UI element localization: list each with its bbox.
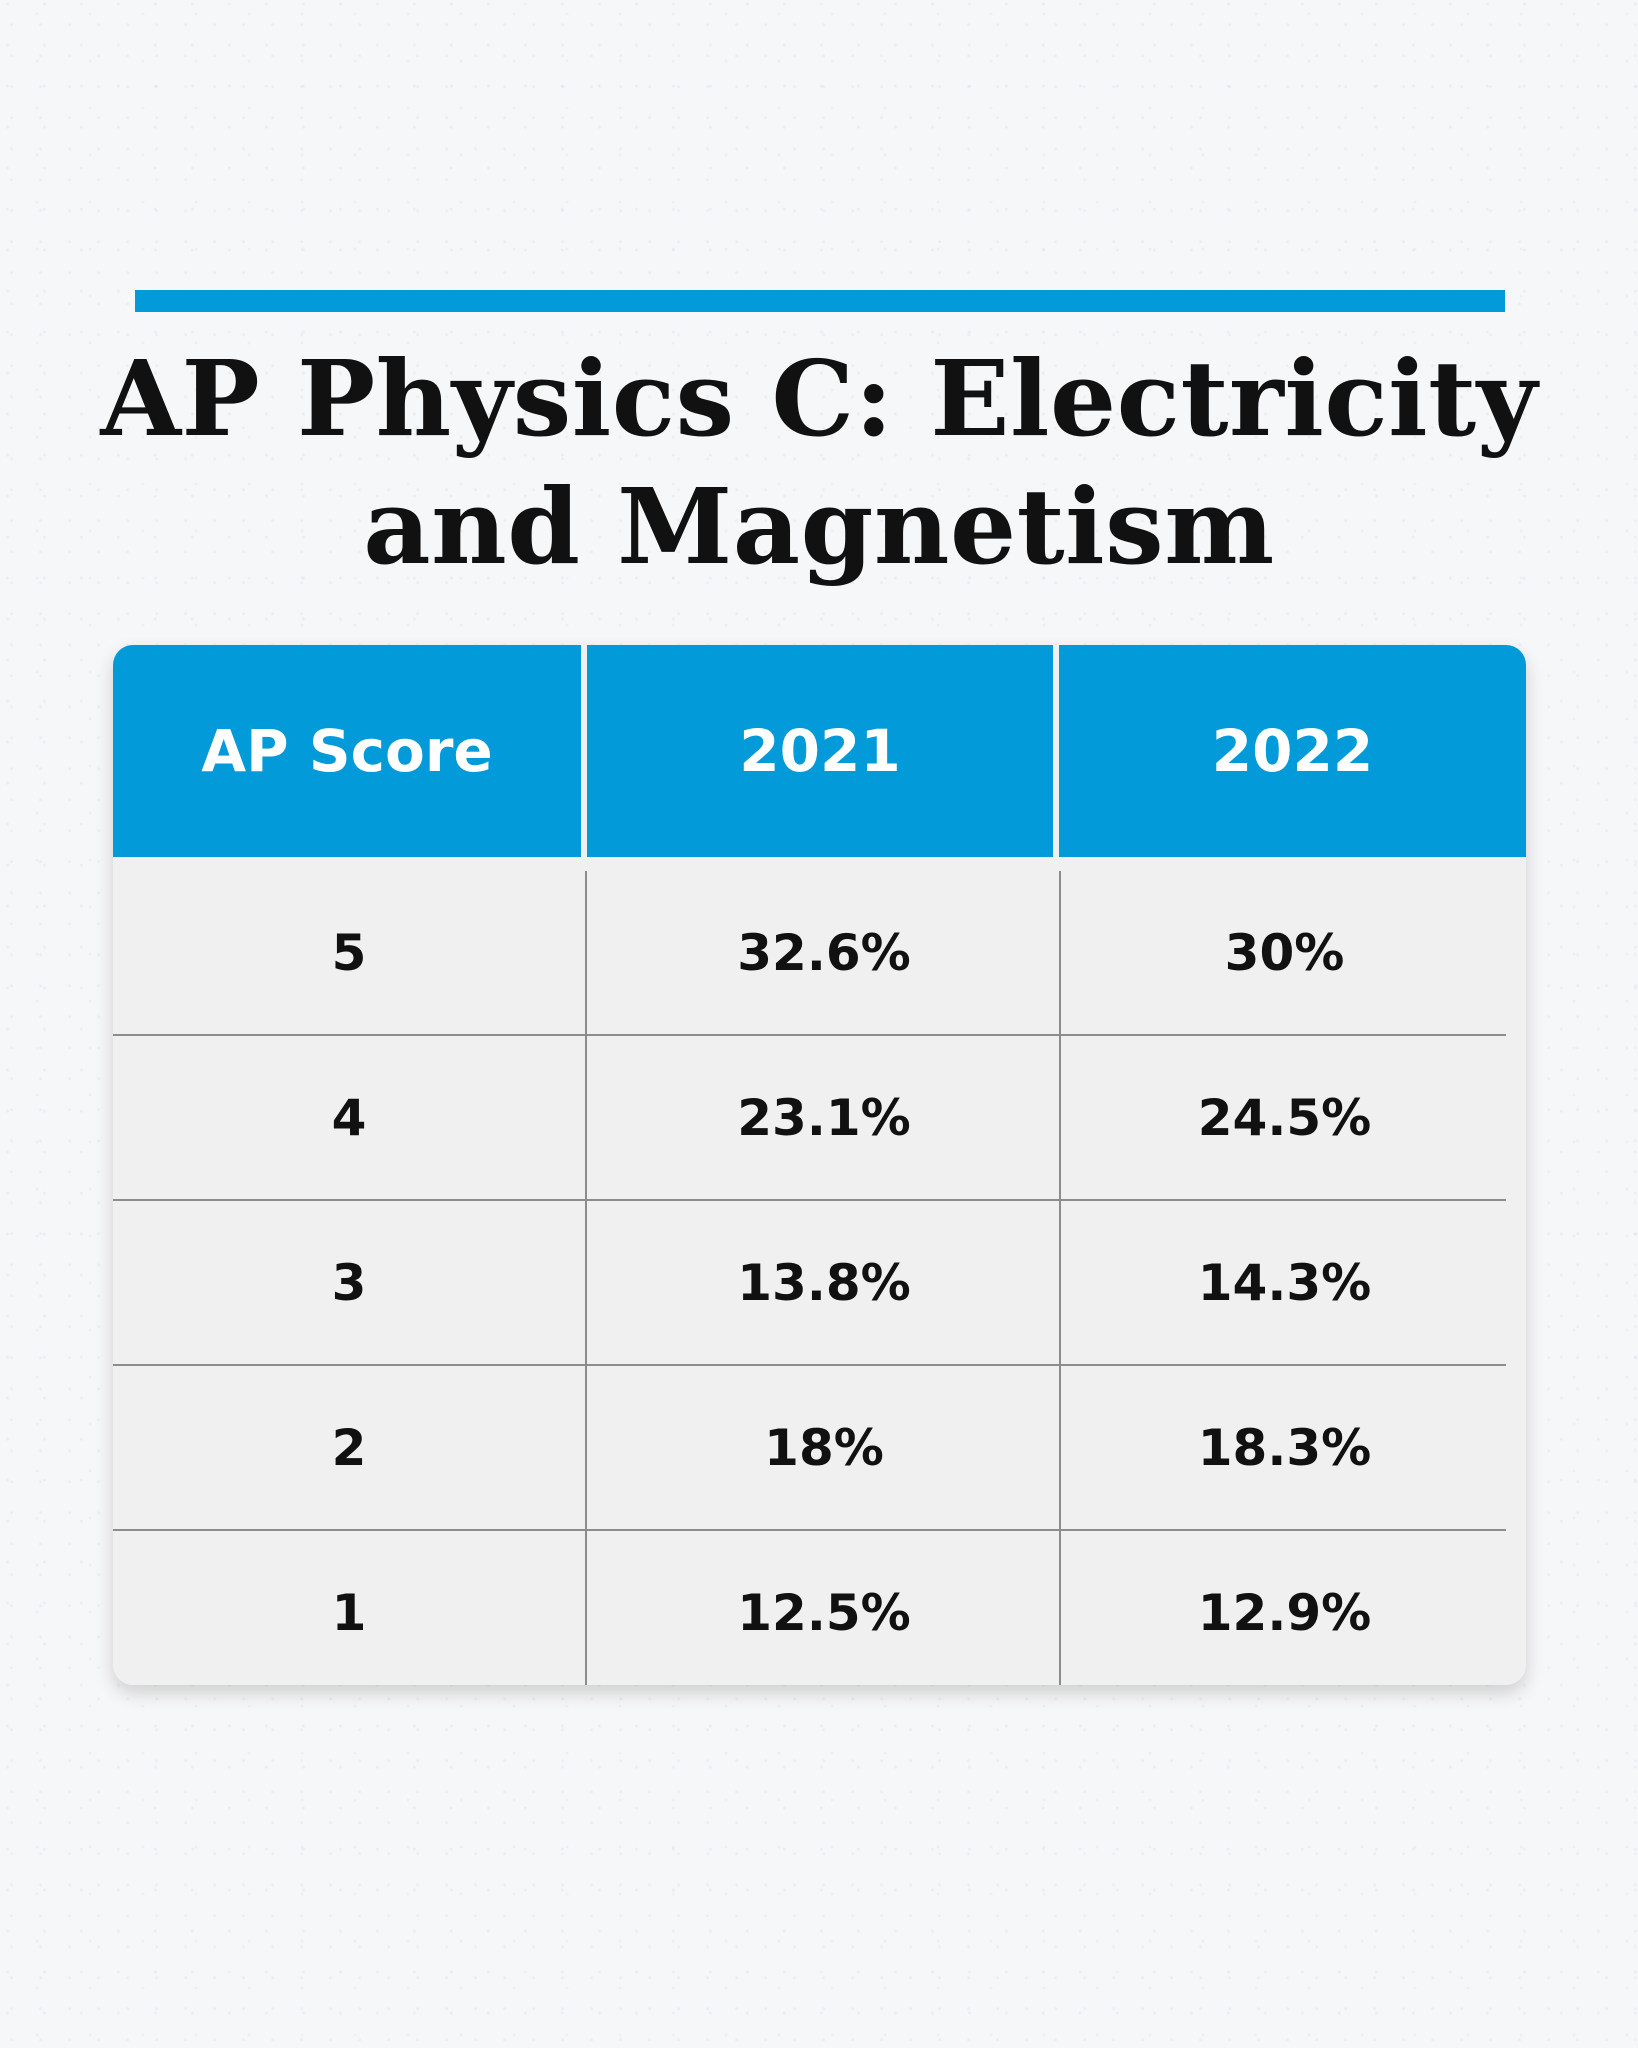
value-2022-cell: 12.9% — [1059, 1531, 1508, 1685]
score-cell: 2 — [331, 1418, 367, 1477]
value-2022-cell: 24.5% — [1059, 1036, 1508, 1199]
table-row-score-1: 1 12.5% 12.9% — [113, 1531, 1506, 1685]
table-row-score-3: 3 13.8% 14.3% — [113, 1201, 1506, 1366]
value-2021-cell: 32.6% — [585, 871, 1061, 1034]
value-2022-cell: 30% — [1059, 871, 1508, 1034]
value-2021-cell: 23.1% — [585, 1036, 1061, 1199]
title-accent-bar — [135, 290, 1505, 312]
table-body: 5 32.6% 30% 4 23.1% 24.5% 3 13.8% 14.3% … — [113, 871, 1526, 1685]
table-header-row: AP Score 2021 2022 — [113, 645, 1526, 857]
title-line-2: and Magnetism — [363, 465, 1275, 588]
header-ap-score: AP Score — [113, 645, 581, 857]
page-title: AP Physics C: Electricity and Magnetism — [100, 335, 1538, 591]
score-cell: 1 — [331, 1583, 367, 1642]
value-2022-cell: 18.3% — [1059, 1366, 1508, 1529]
title-line-1: AP Physics C: Electricity — [100, 337, 1538, 460]
score-cell: 3 — [331, 1253, 367, 1312]
value-2022-cell: 14.3% — [1059, 1201, 1508, 1364]
score-table: AP Score 2021 2022 5 32.6% 30% 4 23.1% 2… — [113, 645, 1526, 1685]
value-2021-cell: 18% — [585, 1366, 1061, 1529]
value-2021-cell: 12.5% — [585, 1531, 1061, 1685]
score-cell: 4 — [331, 1088, 367, 1147]
value-2021-cell: 13.8% — [585, 1201, 1061, 1364]
header-2021: 2021 — [587, 645, 1053, 857]
table-row-score-2: 2 18% 18.3% — [113, 1366, 1506, 1531]
header-2022: 2022 — [1059, 645, 1526, 857]
table-row-score-5: 5 32.6% 30% — [113, 871, 1506, 1036]
score-cell: 5 — [331, 923, 367, 982]
table-row-score-4: 4 23.1% 24.5% — [113, 1036, 1506, 1201]
